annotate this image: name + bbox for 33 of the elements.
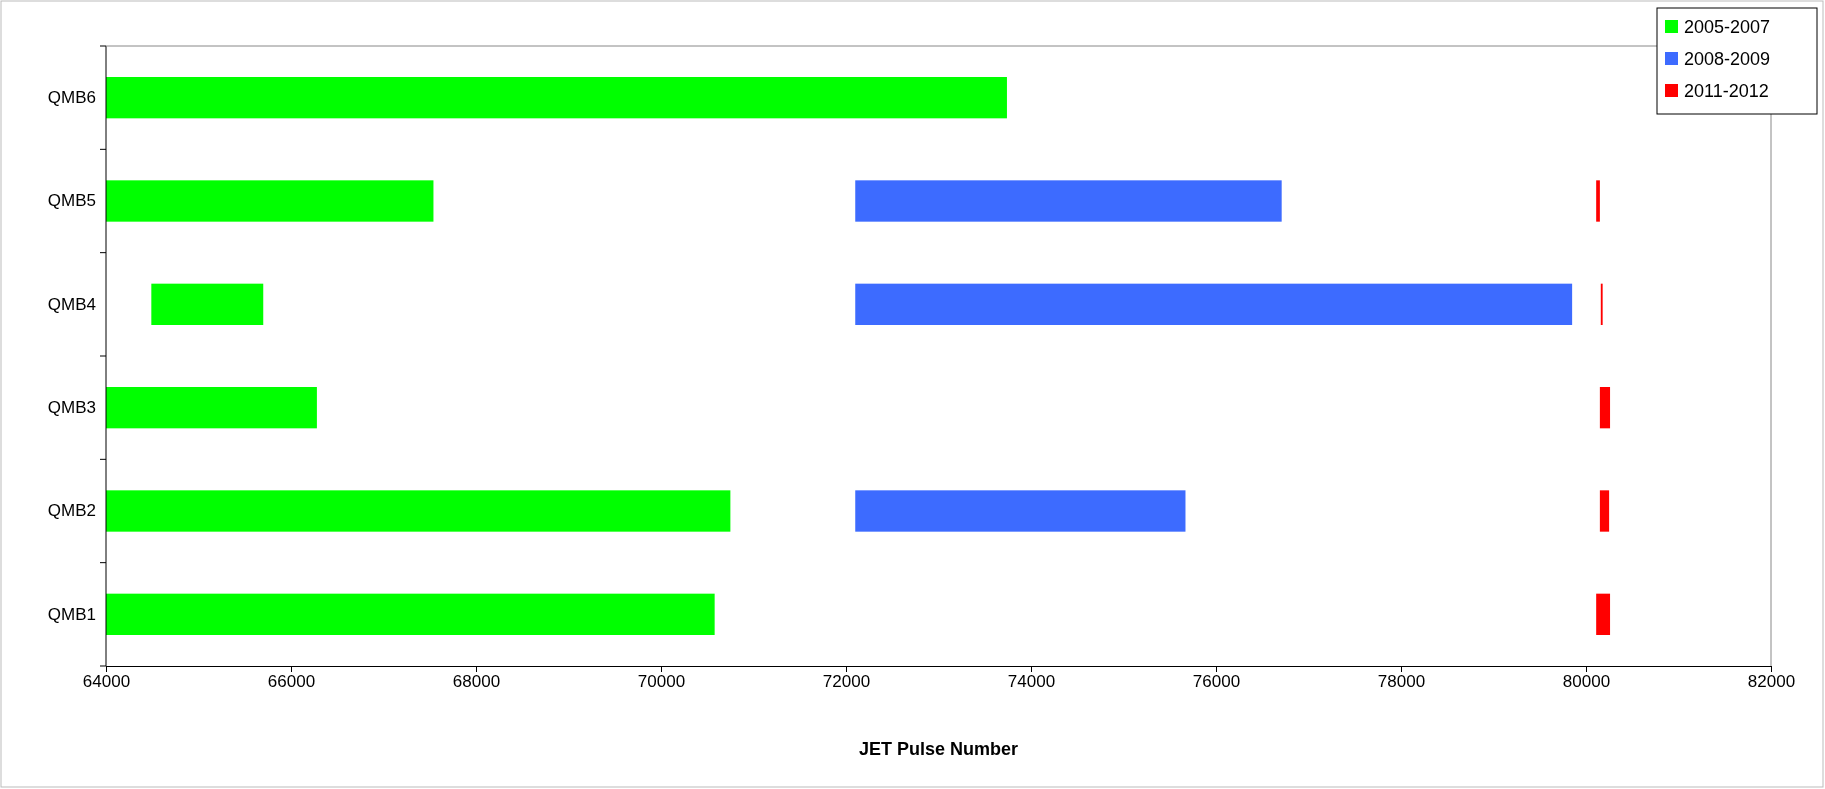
x-tick-label: 72000 bbox=[822, 672, 871, 692]
x-tick-label: 82000 bbox=[1747, 672, 1796, 692]
bar bbox=[1596, 180, 1600, 222]
x-tick-label: 70000 bbox=[637, 672, 686, 692]
legend-label: 2008-2009 bbox=[1684, 49, 1771, 69]
x-axis-title: JET Pulse Number bbox=[858, 739, 1019, 759]
y-tick-label: QMB6 bbox=[47, 88, 96, 108]
x-tick-label: 74000 bbox=[1007, 672, 1056, 692]
y-tick-label: QMB5 bbox=[47, 191, 96, 211]
x-tick-label: 80000 bbox=[1562, 672, 1611, 692]
y-tick-label: QMB1 bbox=[47, 604, 96, 624]
bar bbox=[855, 283, 1573, 325]
y-tick-label: QMB4 bbox=[47, 294, 96, 314]
bar bbox=[151, 283, 264, 325]
x-tick-label: 64000 bbox=[82, 672, 131, 692]
bar bbox=[1599, 387, 1611, 429]
bar bbox=[106, 593, 715, 635]
bar bbox=[106, 180, 434, 222]
legend-label: 2005-2007 bbox=[1684, 17, 1771, 37]
bar bbox=[106, 387, 317, 429]
bar bbox=[106, 490, 731, 532]
x-tick-label: 68000 bbox=[452, 672, 501, 692]
x-tick-label: 76000 bbox=[1192, 672, 1241, 692]
x-tick-label: 78000 bbox=[1377, 672, 1426, 692]
legend-label: 2011-2012 bbox=[1684, 81, 1769, 101]
bar bbox=[855, 180, 1282, 222]
bar bbox=[106, 77, 1007, 119]
bar bbox=[1596, 593, 1611, 635]
x-tick-label: 66000 bbox=[267, 672, 316, 692]
y-tick-label: QMB3 bbox=[47, 398, 96, 418]
y-tick-label: QMB2 bbox=[47, 501, 96, 521]
bar bbox=[1599, 490, 1610, 532]
bar bbox=[855, 490, 1186, 532]
